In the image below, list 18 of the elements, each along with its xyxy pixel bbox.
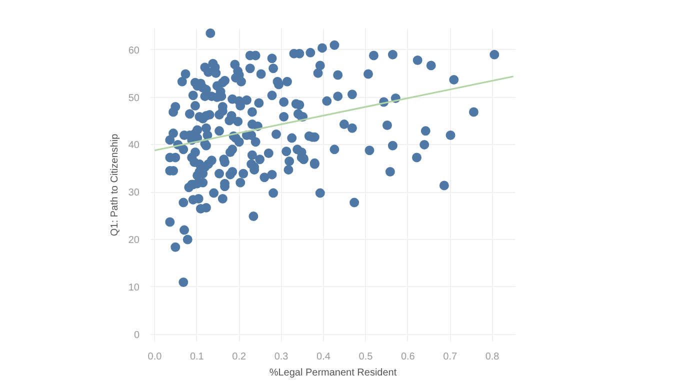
y-tick-label: 60 [128, 45, 140, 56]
y-tick-label: 50 [128, 92, 140, 104]
x-tick-label: 0.5 [358, 352, 374, 362]
x-axis-title: %Legal Permanent Resident [269, 368, 397, 378]
x-tick-label: 0.2 [232, 352, 246, 362]
x-tick-label: 0.0 [148, 352, 162, 362]
x-tick-label: 0.6 [400, 352, 416, 362]
x-tick-label: 0.3 [274, 352, 289, 362]
x-tick-label: 0.7 [443, 352, 458, 362]
y-axis-title: Q1: Path to Citizenship [109, 133, 120, 236]
y-tick-label: 10 [128, 282, 140, 294]
y-tick-label: 40 [128, 140, 140, 152]
x-tick-label: 0.1 [190, 352, 204, 362]
y-tick-label: 0 [134, 330, 140, 341]
y-tick-label: 20 [128, 235, 140, 246]
y-tick-label: 30 [128, 188, 140, 199]
x-tick-label: 0.8 [485, 352, 500, 362]
x-tick-label: 0.4 [316, 352, 331, 362]
